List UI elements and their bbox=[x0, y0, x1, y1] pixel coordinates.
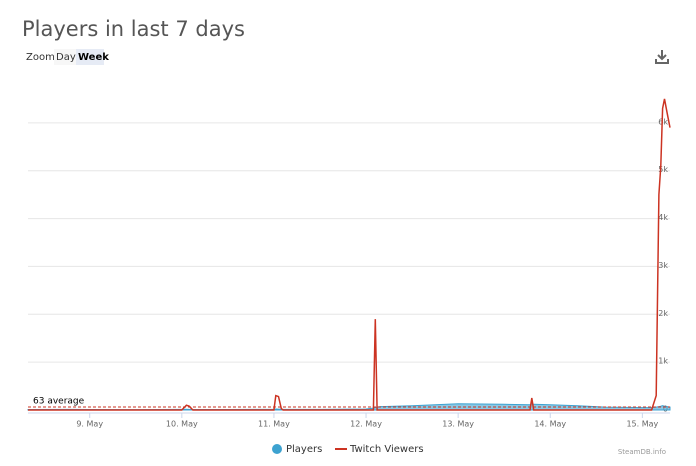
zoom-label: Zoom bbox=[26, 52, 55, 63]
credit: SteamDB.info bbox=[618, 448, 666, 456]
zoom-button-bg bbox=[54, 49, 76, 65]
zoom-button[interactable]: Day bbox=[56, 52, 76, 63]
x-tick-label: 13. May bbox=[442, 420, 474, 429]
y-tick-label: 5k bbox=[658, 165, 668, 174]
y-tick-label: 3k bbox=[658, 261, 668, 270]
x-tick-label: 10. May bbox=[166, 420, 198, 429]
zoom-button-bg bbox=[76, 49, 104, 65]
x-tick-label: 11. May bbox=[258, 420, 290, 429]
zoom-button[interactable]: Week bbox=[78, 52, 109, 63]
x-tick-label: 14. May bbox=[534, 420, 566, 429]
legend-marker bbox=[272, 444, 282, 454]
twitch-line bbox=[28, 98, 671, 411]
y-tick-label: 6k bbox=[658, 117, 668, 126]
chart-title: Players in last 7 days bbox=[22, 17, 245, 41]
legend-label: Twitch Viewers bbox=[349, 444, 424, 455]
x-tick-label: 12. May bbox=[350, 420, 382, 429]
x-tick-label: 9. May bbox=[76, 420, 103, 429]
y-tick-label: 4k bbox=[658, 213, 668, 222]
download-button[interactable] bbox=[655, 50, 669, 64]
legend-label: Players bbox=[286, 444, 322, 455]
x-tick-label: 15. May bbox=[626, 420, 658, 429]
y-tick-label: 1k bbox=[658, 357, 668, 366]
average-label: 63 average bbox=[33, 396, 85, 406]
y-tick-label: 2k bbox=[658, 309, 668, 318]
